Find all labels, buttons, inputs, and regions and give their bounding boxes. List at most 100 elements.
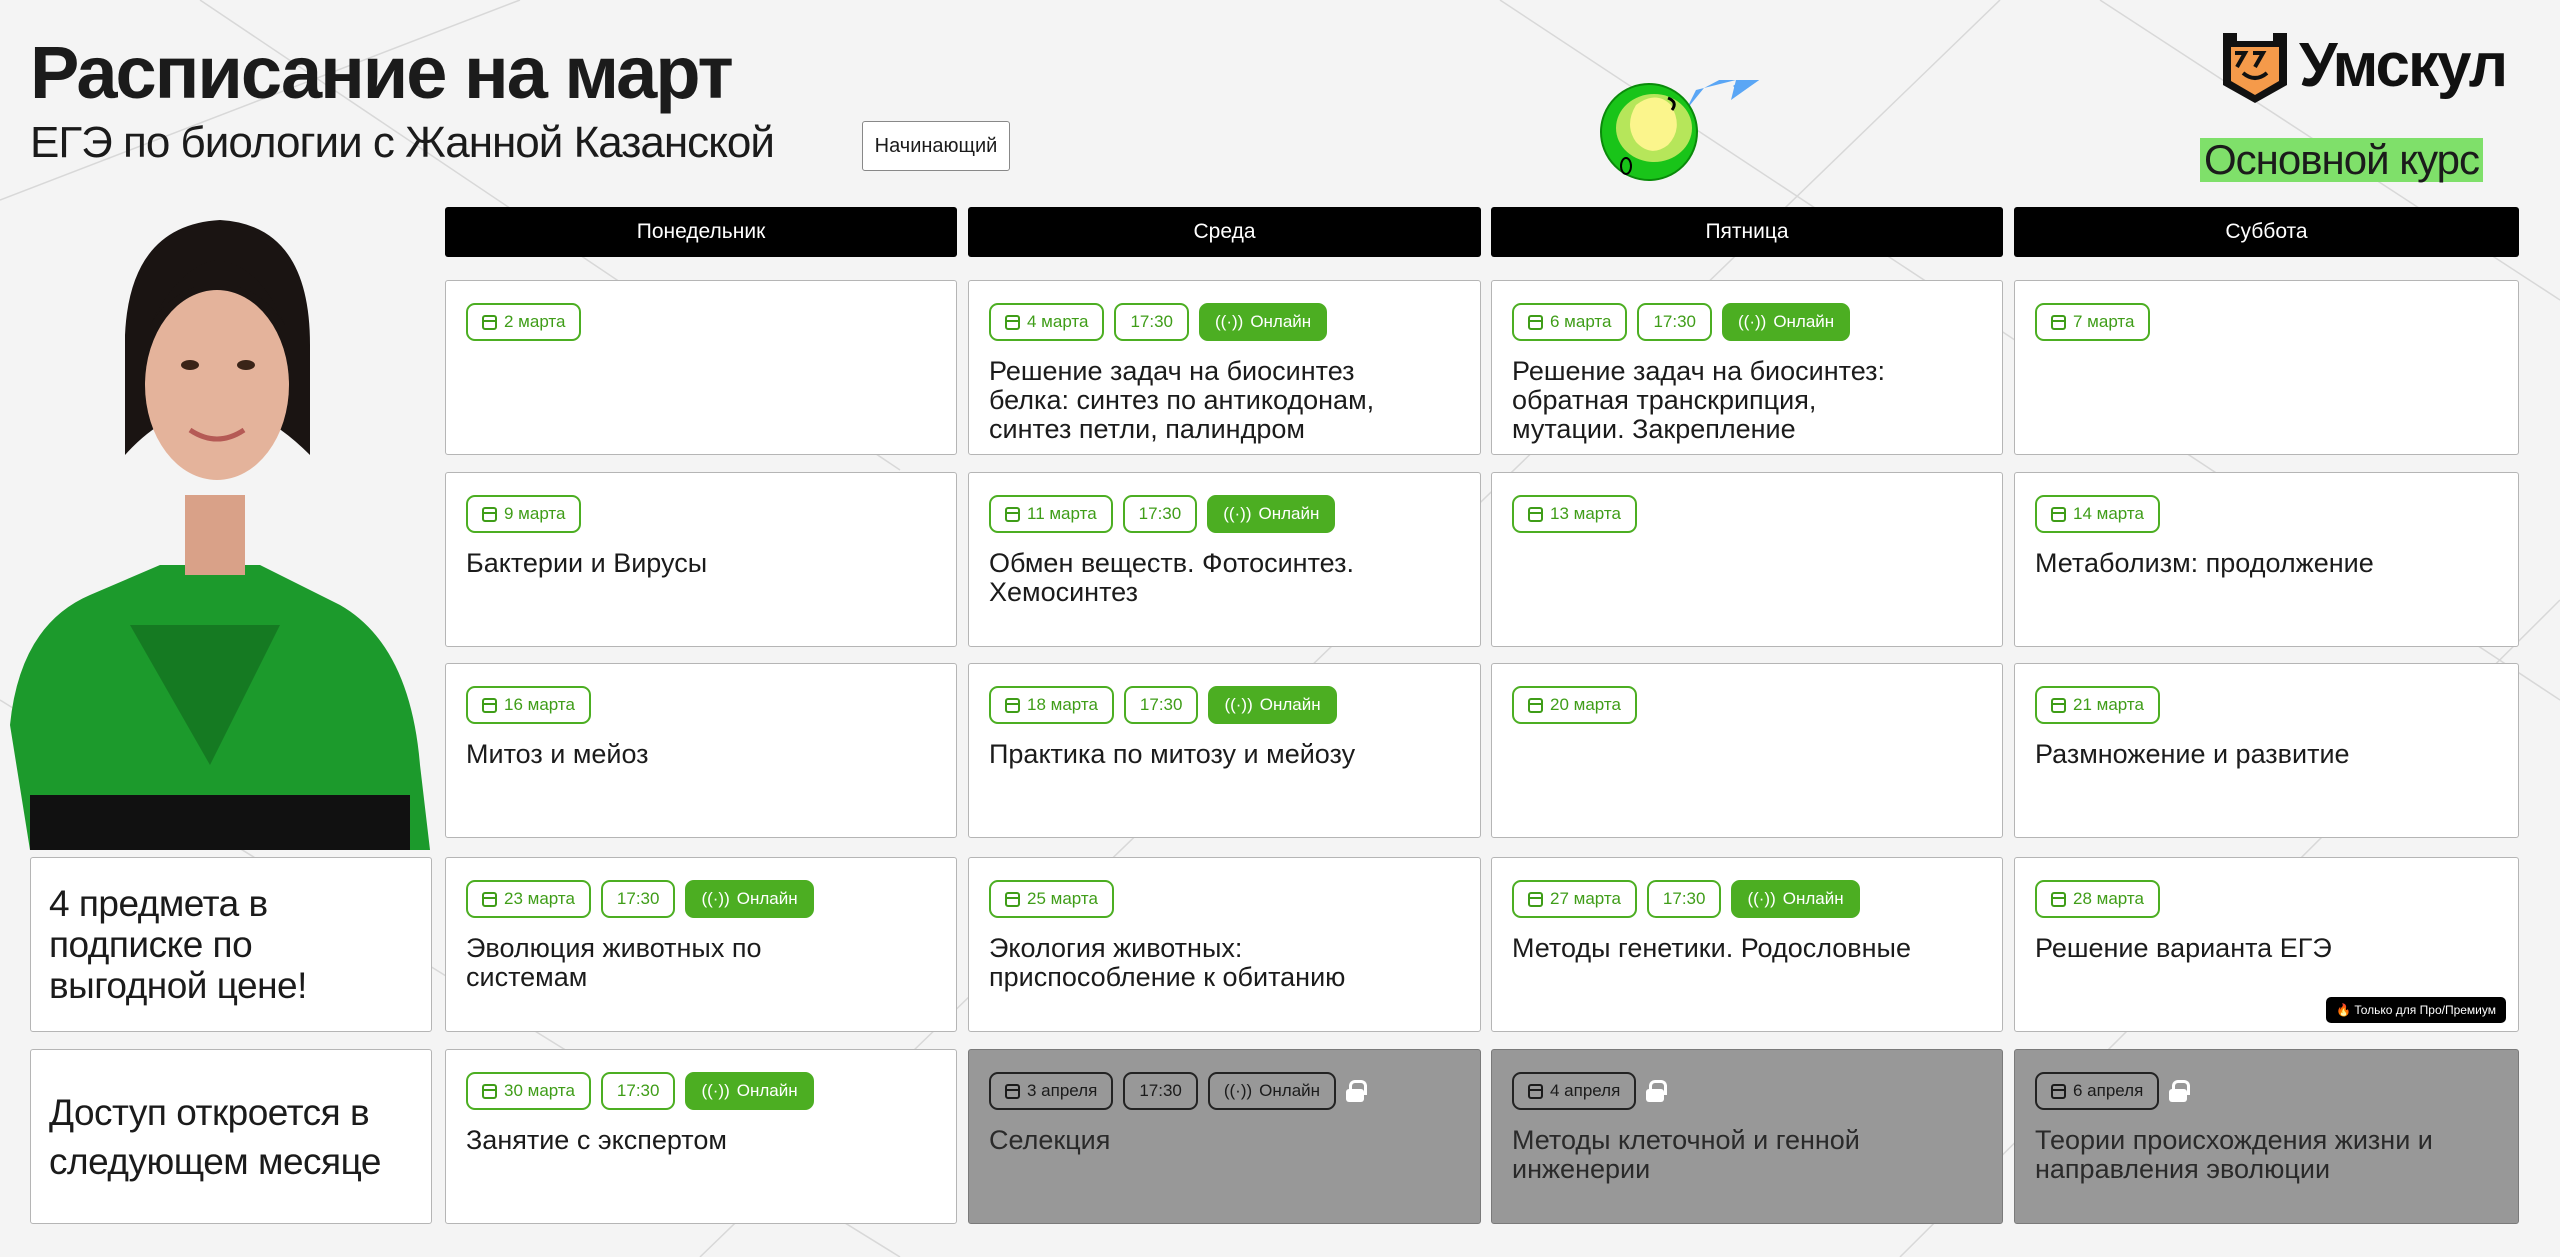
- lesson-card[interactable]: 3 апреля 17:30 ((·)) Онлайн Селекция: [968, 1049, 1481, 1224]
- calendar-icon: [2051, 506, 2066, 522]
- bear-logo-icon: [2223, 33, 2287, 103]
- date-text: 30 марта: [504, 1081, 575, 1100]
- lesson-card[interactable]: 9 марта Бактерии и Вирусы: [445, 472, 957, 647]
- online-chip: ((·)) Онлайн: [1199, 303, 1328, 341]
- date-text: 13 марта: [1550, 504, 1621, 523]
- mode-text: Онлайн: [1773, 312, 1835, 331]
- lesson-chips: 7 марта: [2035, 303, 2498, 341]
- lesson-card[interactable]: 18 марта 17:30 ((·)) Онлайн Практика по мито…: [968, 663, 1481, 838]
- day-header-3: Пятница: [1491, 207, 2003, 257]
- online-chip: ((·)) Онлайн: [685, 1072, 814, 1110]
- lesson-title: Обмен веществ. Фотосинтез. Хемосинтез: [989, 548, 1354, 607]
- lesson-card[interactable]: 13 марта: [1491, 472, 2003, 647]
- lesson-chips: 20 марта: [1512, 686, 1982, 724]
- date-text: 20 марта: [1550, 695, 1621, 714]
- promo-card[interactable]: 4 предмета в подписке по выгодной цене!: [30, 857, 432, 1032]
- plant-cell-illustration: [1600, 80, 1760, 181]
- lesson-card[interactable]: 14 марта Метаболизм: продолжение: [2014, 472, 2519, 647]
- online-chip: ((·)) Онлайн: [685, 880, 814, 918]
- broadcast-icon: ((·)): [1215, 312, 1244, 331]
- lesson-title: Метаболизм: продолжение: [2035, 548, 2374, 578]
- lesson-card[interactable]: 6 апреля Теории происхождения жизни и нап…: [2014, 1049, 2519, 1224]
- date-chip: 28 марта: [2035, 880, 2160, 918]
- lesson-card[interactable]: 4 апреля Методы клеточной и генной инжене…: [1491, 1049, 2003, 1224]
- lesson-chips: 14 марта: [2035, 495, 2498, 533]
- lesson-card[interactable]: 11 марта 17:30 ((·)) Онлайн Обмен веществ. Ф…: [968, 472, 1481, 647]
- umskul-logo[interactable]: Умскул: [2215, 25, 2508, 105]
- lesson-card[interactable]: 6 марта 17:30 ((·)) Онлайн Решение задач на …: [1491, 280, 2003, 455]
- time-chip: 17:30: [1123, 686, 1199, 724]
- lesson-title: Бактерии и Вирусы: [466, 548, 708, 578]
- lesson-card[interactable]: 27 марта 17:30 ((·)) Онлайн Методы генетики.…: [1491, 857, 2003, 1032]
- lesson-card[interactable]: 23 марта 17:30 ((·)) Онлайн Эволюция животны…: [445, 857, 957, 1032]
- time-chip: 17:30: [1114, 303, 1189, 341]
- lesson-title: Методы генетики. Родословные: [1512, 933, 1911, 963]
- date-text: 21 марта: [2073, 695, 2144, 714]
- lesson-card[interactable]: 21 марта Размножение и развитие: [2014, 663, 2519, 838]
- date-chip: 11 марта: [989, 495, 1113, 533]
- lesson-chips: 13 марта: [1512, 495, 1982, 533]
- lesson-card[interactable]: 2 марта: [445, 280, 957, 455]
- calendar-icon: [1528, 1083, 1543, 1099]
- mode-text: Онлайн: [1782, 889, 1844, 908]
- lesson-chips: 16 марта: [466, 686, 936, 724]
- teacher-photo: [10, 220, 430, 850]
- lock-icon: [1346, 1080, 1368, 1102]
- calendar-icon: [2051, 697, 2066, 713]
- date-text: 23 марта: [504, 889, 575, 908]
- lesson-card[interactable]: 16 марта Митоз и мейоз: [445, 663, 957, 838]
- online-chip: ((·)) Онлайн: [1731, 880, 1860, 918]
- time-chip: 17:30: [1646, 880, 1722, 918]
- mode-text: Онлайн: [1259, 1081, 1321, 1100]
- broadcast-icon: ((·)): [1224, 695, 1253, 714]
- online-chip: ((·)) Онлайн: [1208, 686, 1337, 724]
- lock-icon: [2169, 1080, 2191, 1102]
- lesson-card[interactable]: 7 марта: [2014, 280, 2519, 455]
- date-chip: 7 марта: [2035, 303, 2151, 341]
- lesson-title: Решение задач на биосинтез: обратная тра…: [1512, 356, 1886, 444]
- online-chip: ((·)) Онлайн: [1207, 495, 1336, 533]
- date-text: 28 марта: [2073, 889, 2144, 908]
- lesson-card[interactable]: 20 марта: [1491, 663, 2003, 838]
- mode-text: Онлайн: [1250, 312, 1312, 331]
- date-chip: 25 марта: [989, 880, 1114, 918]
- date-chip: 18 марта: [989, 686, 1114, 724]
- lesson-title: Решение задач на биосинтез белка: синтез…: [989, 356, 1375, 444]
- online-chip: ((·)) Онлайн: [1207, 1072, 1337, 1110]
- lesson-card[interactable]: 4 марта 17:30 ((·)) Онлайн Решение задач на …: [968, 280, 1481, 455]
- date-chip: 30 марта: [466, 1072, 591, 1110]
- date-text: 7 марта: [2073, 312, 2135, 331]
- date-text: 6 апреля: [2073, 1081, 2144, 1100]
- date-chip: 27 марта: [1512, 880, 1637, 918]
- date-text: 4 марта: [1027, 312, 1089, 331]
- calendar-icon: [2051, 314, 2066, 330]
- day-header-1: Понедельник: [445, 207, 957, 257]
- mode-text: Онлайн: [1258, 504, 1320, 523]
- calendar-icon: [2051, 891, 2066, 907]
- date-text: 25 марта: [1027, 889, 1098, 908]
- lesson-title: Размножение и развитие: [2035, 739, 2350, 769]
- date-chip: 20 марта: [1512, 686, 1637, 724]
- broadcast-icon: ((·)): [1738, 312, 1767, 331]
- lesson-chips: 28 марта: [2035, 880, 2498, 918]
- date-text: 3 апреля: [1027, 1081, 1098, 1100]
- lock-icon: [1646, 1080, 1668, 1102]
- lesson-title: Методы клеточной и генной инженерии: [1512, 1125, 1860, 1184]
- day-header-4: Суббота: [2014, 207, 2519, 257]
- pro-only-badge: 🔥 Только для Про/Премиум: [2326, 997, 2506, 1023]
- lesson-chips: 9 марта: [466, 495, 936, 533]
- lesson-chips: 6 апреля: [2035, 1072, 2498, 1110]
- lesson-chips: 27 марта 17:30 ((·)) Онлайн: [1512, 880, 1982, 918]
- brand-name: Умскул: [2299, 30, 2508, 100]
- lesson-card[interactable]: 28 марта Решение варианта ЕГЭ 🔥 Только для…: [2014, 857, 2519, 1032]
- lesson-card[interactable]: 25 марта Экология животных: приспособлени…: [968, 857, 1481, 1032]
- date-text: 4 апреля: [1550, 1081, 1621, 1100]
- calendar-icon: [2051, 1083, 2066, 1099]
- time-chip: 17:30: [1637, 303, 1712, 341]
- lesson-card[interactable]: 30 марта 17:30 ((·)) Онлайн Занятие с экспер…: [445, 1049, 957, 1224]
- calendar-icon: [1005, 314, 1020, 330]
- date-chip: 14 марта: [2035, 495, 2160, 533]
- calendar-icon: [482, 1083, 497, 1099]
- promo-card[interactable]: Доступ откроется в следующем месяце: [30, 1049, 432, 1224]
- broadcast-icon: ((·)): [1223, 1081, 1253, 1100]
